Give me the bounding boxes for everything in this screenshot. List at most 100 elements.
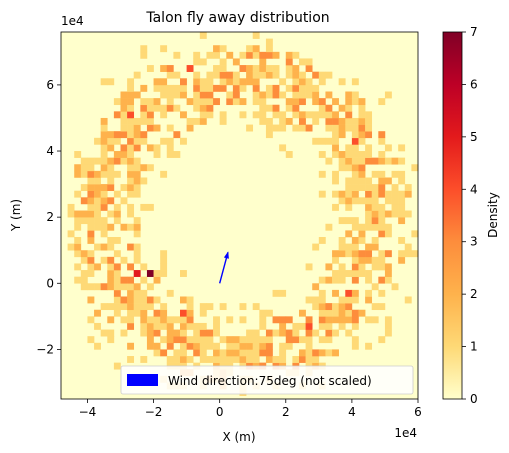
heatmap-cell bbox=[160, 171, 167, 178]
heatmap-cell bbox=[87, 250, 94, 257]
heatmap-cell bbox=[365, 111, 372, 118]
heatmap-cell bbox=[206, 78, 213, 85]
heatmap-cell bbox=[339, 303, 346, 310]
heatmap-cell bbox=[266, 118, 273, 125]
heatmap-cell bbox=[259, 92, 266, 99]
heatmap-cell bbox=[206, 303, 213, 310]
heatmap-cell bbox=[220, 72, 227, 79]
heatmap-cell bbox=[246, 45, 253, 52]
heatmap-cell bbox=[259, 118, 266, 125]
heatmap-cell bbox=[200, 303, 207, 310]
heatmap-cell bbox=[378, 336, 385, 343]
heatmap-cell bbox=[266, 356, 273, 363]
heatmap-cell bbox=[160, 310, 167, 317]
heatmap-cell bbox=[140, 164, 147, 171]
heatmap-cell bbox=[140, 98, 147, 105]
heatmap-cell bbox=[332, 177, 339, 184]
heatmap-cell bbox=[134, 224, 141, 231]
heatmap-cell bbox=[206, 85, 213, 92]
heatmap-cell bbox=[173, 336, 180, 343]
heatmap-cell bbox=[94, 244, 101, 251]
heatmap-cell bbox=[372, 263, 379, 270]
heatmap-cell bbox=[94, 177, 101, 184]
heatmap-cell bbox=[319, 138, 326, 145]
heatmap-cell bbox=[392, 283, 399, 290]
heatmap-cell bbox=[101, 164, 108, 171]
heatmap-cell bbox=[372, 211, 379, 218]
heatmap-cell bbox=[226, 316, 233, 323]
heatmap-cell bbox=[140, 131, 147, 138]
heatmap-cell bbox=[359, 171, 366, 178]
heatmap-cell bbox=[359, 237, 366, 244]
heatmap-cell bbox=[332, 144, 339, 151]
heatmap-cell bbox=[74, 211, 81, 218]
heatmap-cell bbox=[167, 151, 174, 158]
heatmap-cell bbox=[213, 349, 220, 356]
heatmap-cell bbox=[220, 85, 227, 92]
heatmap-cell bbox=[345, 330, 352, 337]
heatmap-cell bbox=[352, 257, 359, 264]
heatmap-cell bbox=[365, 270, 372, 277]
heatmap-cell bbox=[398, 250, 405, 257]
heatmap-cell bbox=[359, 257, 366, 264]
heatmap-cell bbox=[134, 92, 141, 99]
heatmap-cell bbox=[114, 297, 121, 304]
heatmap-cell bbox=[173, 92, 180, 99]
heatmap-cell bbox=[134, 270, 141, 277]
heatmap-cell bbox=[94, 217, 101, 224]
heatmap-cell bbox=[114, 217, 121, 224]
heatmap-cell bbox=[147, 316, 154, 323]
heatmap-cell bbox=[74, 250, 81, 257]
heatmap-cell bbox=[352, 244, 359, 251]
heatmap-cell bbox=[87, 283, 94, 290]
heatmap-cell bbox=[259, 111, 266, 118]
colorbar-label: Density bbox=[486, 192, 500, 238]
heatmap-cell bbox=[127, 177, 134, 184]
heatmap-cell bbox=[312, 356, 319, 363]
colorbar-tick-label: 4 bbox=[470, 182, 478, 196]
heatmap-cell bbox=[167, 144, 174, 151]
heatmap-cell bbox=[94, 191, 101, 198]
heatmap-cell bbox=[306, 336, 313, 343]
heatmap-cell bbox=[160, 323, 167, 330]
heatmap-cell bbox=[147, 164, 154, 171]
heatmap-cell bbox=[398, 237, 405, 244]
heatmap-cell bbox=[114, 98, 121, 105]
heatmap-cell bbox=[332, 310, 339, 317]
heatmap-cell bbox=[345, 118, 352, 125]
heatmap-cell bbox=[286, 72, 293, 79]
heatmap-cell bbox=[240, 85, 247, 92]
heatmap-cell bbox=[206, 98, 213, 105]
heatmap-cell bbox=[114, 237, 121, 244]
heatmap-cell bbox=[226, 349, 233, 356]
heatmap-cell bbox=[121, 224, 128, 231]
heatmap-cell bbox=[94, 211, 101, 218]
heatmap-cell bbox=[312, 85, 319, 92]
heatmap-cell bbox=[253, 336, 260, 343]
heatmap-cell bbox=[220, 78, 227, 85]
heatmap-cell bbox=[385, 224, 392, 231]
heatmap-cell bbox=[114, 283, 121, 290]
heatmap-cell bbox=[74, 237, 81, 244]
heatmap-cell bbox=[345, 177, 352, 184]
heatmap-cell bbox=[292, 52, 299, 59]
heatmap-cell bbox=[107, 197, 114, 204]
heatmap-cell bbox=[160, 111, 167, 118]
heatmap-cell bbox=[306, 65, 313, 72]
heatmap-cell bbox=[154, 297, 161, 304]
heatmap-cell bbox=[134, 303, 141, 310]
heatmap-cell bbox=[173, 330, 180, 337]
heatmap-cell bbox=[127, 310, 134, 317]
heatmap-cell bbox=[312, 283, 319, 290]
y-tick-label: 0 bbox=[46, 276, 54, 290]
heatmap-cell bbox=[200, 111, 207, 118]
heatmap-cell bbox=[121, 144, 128, 151]
y-axis-label: Y (m) bbox=[9, 199, 23, 232]
heatmap-cell bbox=[378, 177, 385, 184]
heatmap-cell bbox=[74, 171, 81, 178]
heatmap-cell bbox=[372, 237, 379, 244]
heatmap-cell bbox=[359, 197, 366, 204]
heatmap-cell bbox=[107, 184, 114, 191]
heatmap-cell bbox=[101, 303, 108, 310]
heatmap-cell bbox=[74, 277, 81, 284]
